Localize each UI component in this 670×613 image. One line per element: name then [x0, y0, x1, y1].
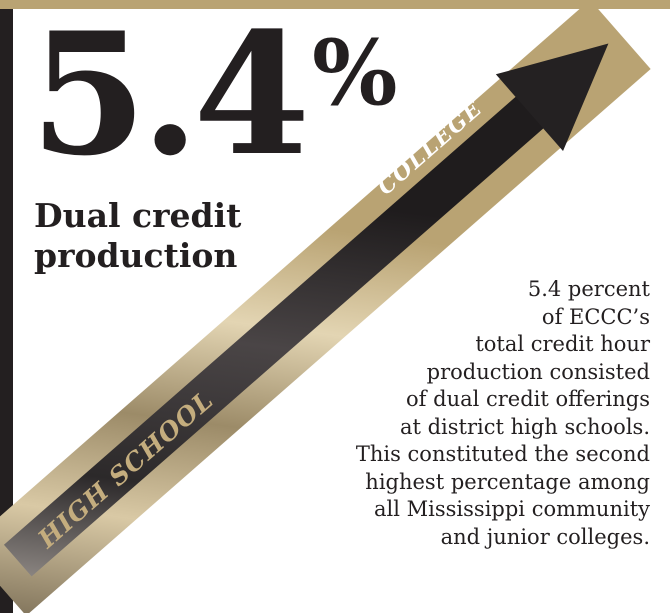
stat-value: 5.4	[30, 0, 310, 193]
headline: Dual credit production	[34, 196, 241, 276]
description-line: highest percentage among	[365, 469, 650, 494]
left-accent-rule	[0, 9, 13, 613]
description-line: of dual credit offerings	[406, 387, 650, 411]
description-line: at district high schools.	[399, 414, 650, 439]
description-line: all Mississippi community	[374, 497, 650, 521]
headline-line-2: production	[34, 236, 238, 275]
stat-unit: %	[312, 20, 398, 126]
description-paragraph: 5.4 percent of ECCC’s total credit hour …	[250, 276, 650, 551]
description-line: 5.4 percent	[527, 277, 650, 301]
description-line: of ECCC’s	[541, 304, 650, 329]
big-stat: 5.4 %	[30, 10, 398, 178]
description-line: This constituted the second	[355, 442, 650, 466]
description-line: total credit hour	[475, 332, 650, 356]
top-accent-bar	[0, 0, 670, 9]
description-line: and junior colleges.	[440, 524, 650, 549]
description-line: production consisted	[426, 359, 650, 384]
headline-line-1: Dual credit	[34, 196, 242, 235]
arrow-shaft	[3, 90, 551, 577]
arrow-head	[495, 43, 609, 152]
